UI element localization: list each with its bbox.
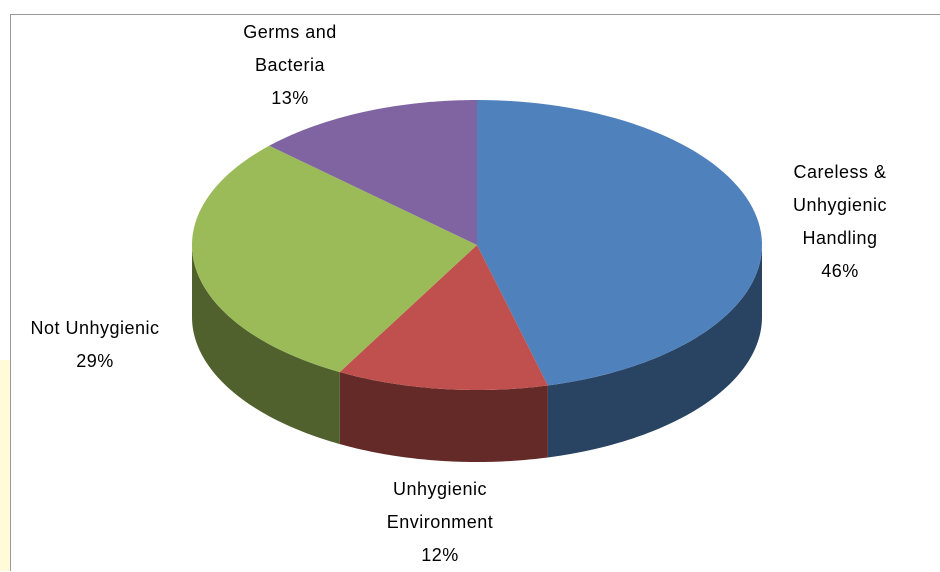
category-label: Germs and Bacteria [215,16,365,82]
value-label: 29% [0,345,190,378]
value-label: 13% [215,82,365,115]
value-label: 12% [365,539,515,572]
pie-tops [192,100,762,390]
value-label: 46% [765,255,915,288]
side-panel [0,360,10,571]
category-label: Not Unhygienic [0,312,190,345]
category-label: Careless & Unhygienic Handling [765,156,915,255]
category-label: Unhygienic Environment [365,473,515,539]
